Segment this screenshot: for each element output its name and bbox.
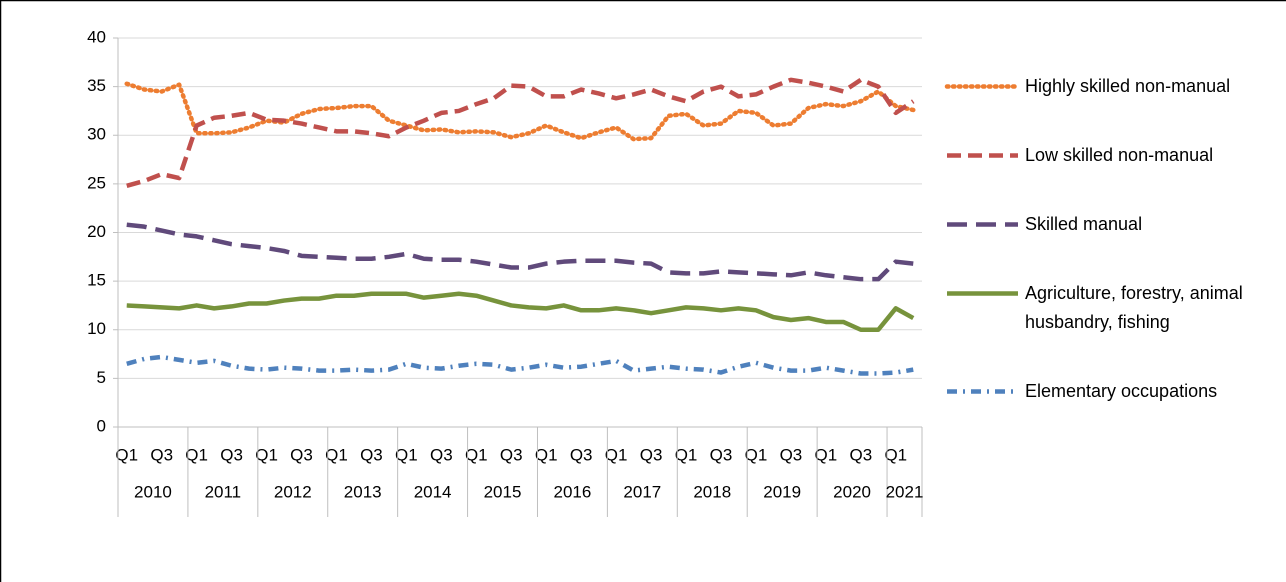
series-line xyxy=(126,291,915,332)
x-tick-label: Q1 xyxy=(535,445,558,464)
series-line xyxy=(126,354,914,376)
series-line xyxy=(126,222,914,282)
y-tick-label: 0 xyxy=(97,416,106,435)
x-tick-label: Q3 xyxy=(290,445,313,464)
x-tick-label: Q3 xyxy=(640,445,663,464)
x-tick-label: Q3 xyxy=(780,445,803,464)
y-tick-label: 5 xyxy=(97,368,106,387)
x-tick-label: Q3 xyxy=(220,445,243,464)
x-group-label: 2010 xyxy=(134,482,172,501)
x-tick-label: Q3 xyxy=(849,445,872,464)
x-tick-label: Q3 xyxy=(150,445,173,464)
y-tick-label: 35 xyxy=(87,76,106,95)
x-tick-label: Q1 xyxy=(255,445,278,464)
legend-label: Skilled manual xyxy=(1025,214,1143,234)
x-group-label: 2019 xyxy=(763,482,801,501)
x-tick-label: Q1 xyxy=(884,445,907,464)
y-tick-label: 20 xyxy=(87,222,106,241)
x-group-label: 2018 xyxy=(693,482,731,501)
x-tick-label: Q1 xyxy=(605,445,628,464)
x-tick-label: Q3 xyxy=(360,445,383,464)
x-tick-label: Q1 xyxy=(815,445,838,464)
x-group-label: 2014 xyxy=(414,482,452,501)
x-tick-label: Q1 xyxy=(465,445,488,464)
y-tick-label: 25 xyxy=(87,173,106,192)
series-line xyxy=(126,77,915,188)
x-group-label: 2012 xyxy=(274,482,312,501)
x-group-label: 2013 xyxy=(344,482,382,501)
series-line xyxy=(124,81,916,142)
y-tick-label: 30 xyxy=(87,125,106,144)
legend-label: Elementary occupations xyxy=(1025,381,1218,401)
x-tick-label: Q3 xyxy=(500,445,523,464)
x-tick-label: Q1 xyxy=(325,445,348,464)
x-tick-label: Q1 xyxy=(675,445,698,464)
legend-label: Low skilled non-manual xyxy=(1025,145,1214,165)
x-tick-label: Q1 xyxy=(395,445,418,464)
x-tick-label: Q3 xyxy=(430,445,453,464)
x-tick-label: Q3 xyxy=(710,445,733,464)
x-group-label: 2017 xyxy=(623,482,661,501)
y-tick-label: 10 xyxy=(87,319,106,338)
x-tick-label: Q3 xyxy=(570,445,593,464)
x-group-label: 2020 xyxy=(833,482,871,501)
y-tick-label: 15 xyxy=(87,271,106,290)
x-group-label: 2011 xyxy=(205,482,242,501)
x-tick-label: Q1 xyxy=(185,445,208,464)
x-tick-label: Q1 xyxy=(745,445,768,464)
legend-label: Highly skilled non-manual xyxy=(1025,76,1231,96)
x-group-label: 2021 xyxy=(886,482,924,501)
x-tick-label: Q1 xyxy=(115,445,138,464)
x-group-label: 2015 xyxy=(484,482,522,501)
legend-label: Agriculture, forestry, animal husbandry,… xyxy=(1025,283,1243,332)
y-tick-label: 40 xyxy=(87,27,106,46)
x-group-label: 2016 xyxy=(554,482,592,501)
